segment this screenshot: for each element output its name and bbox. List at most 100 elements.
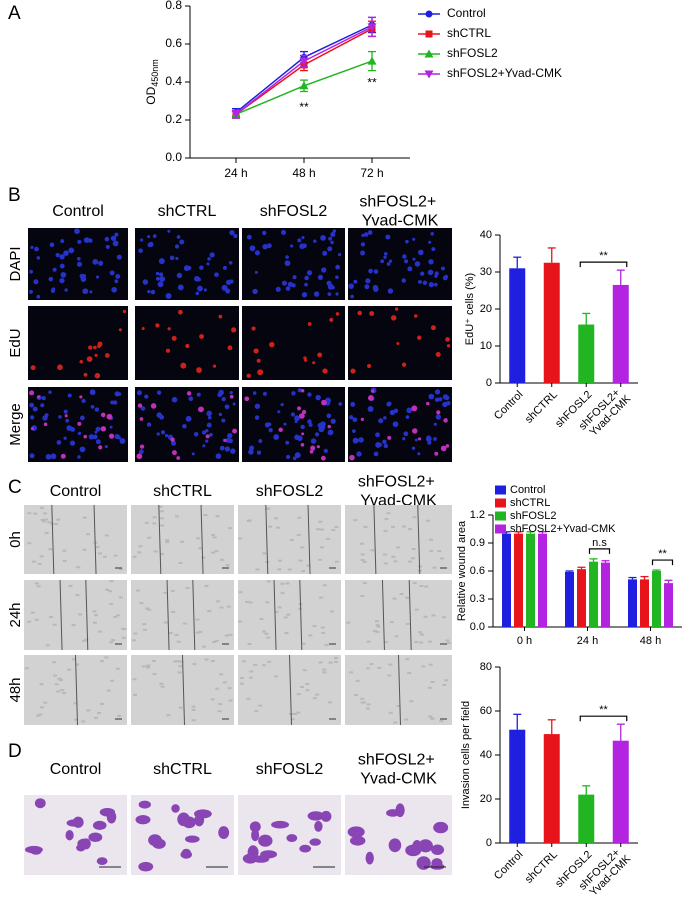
texture: [253, 663, 258, 666]
cell: [411, 405, 418, 412]
column-header: shCTRL: [153, 761, 212, 778]
cell: [206, 262, 210, 266]
cell: [224, 404, 230, 410]
texture: [133, 632, 138, 635]
cell: [185, 343, 190, 349]
legend-label: shCTRL: [447, 26, 491, 40]
texture: [86, 533, 91, 536]
legend-swatch: [495, 511, 506, 521]
cell: [74, 228, 80, 235]
cell: [335, 312, 340, 316]
cell: [147, 242, 153, 248]
cell: [29, 289, 33, 294]
texture: [27, 620, 32, 623]
texture: [106, 689, 111, 692]
panel-label: B: [8, 185, 21, 206]
y-tick-label: 0.0: [165, 150, 182, 164]
texture: [255, 568, 260, 571]
texture: [44, 518, 49, 521]
cell: [433, 821, 449, 834]
cell: [155, 271, 160, 276]
cell: [434, 397, 440, 402]
cell: [100, 426, 107, 432]
texture: [404, 718, 409, 721]
bar: [509, 268, 526, 383]
texture: [408, 528, 413, 531]
cell: [401, 278, 407, 283]
cell: [310, 445, 316, 451]
cell: [313, 239, 317, 243]
texture: [383, 641, 388, 644]
y-tick-label: 0.4: [165, 74, 182, 88]
cell: [43, 422, 48, 427]
texture: [280, 582, 285, 585]
texture: [82, 516, 87, 519]
x-tick-label: Control: [492, 849, 526, 883]
cell: [371, 389, 375, 393]
cell: [322, 368, 328, 374]
cell: [59, 254, 65, 260]
cell: [33, 279, 39, 285]
cell: [326, 280, 332, 286]
cell: [218, 826, 230, 840]
legend-label: shCTRL: [510, 497, 550, 509]
cell: [65, 418, 70, 423]
cell: [431, 844, 445, 856]
cell: [95, 275, 100, 279]
cell: [256, 358, 261, 363]
texture: [444, 679, 449, 682]
texture: [53, 523, 58, 526]
texture: [412, 582, 417, 585]
texture: [201, 556, 206, 559]
wound-edge: [75, 654, 78, 726]
cell: [60, 453, 66, 459]
texture: [414, 641, 419, 644]
bar: [565, 571, 574, 627]
texture: [376, 625, 381, 628]
cell: [365, 851, 374, 865]
texture: [152, 673, 157, 676]
cell: [138, 861, 154, 872]
cell: [443, 418, 448, 423]
texture: [419, 633, 424, 636]
texture: [373, 629, 378, 632]
texture: [113, 615, 118, 618]
bar: [543, 734, 560, 843]
significance-label: **: [599, 250, 608, 262]
texture: [273, 517, 278, 520]
texture: [137, 551, 142, 554]
texture: [160, 685, 165, 688]
cell: [116, 254, 122, 260]
texture: [152, 522, 157, 525]
cell: [349, 415, 354, 420]
texture: [147, 608, 152, 611]
cell: [106, 810, 117, 824]
texture: [238, 537, 243, 540]
cell: [254, 403, 261, 409]
texture: [320, 546, 325, 549]
texture: [360, 559, 365, 562]
texture: [121, 636, 126, 639]
cell: [63, 436, 67, 440]
cell: [191, 452, 195, 456]
wound-edge: [381, 579, 385, 651]
texture: [54, 683, 59, 686]
texture: [388, 711, 393, 714]
cell: [327, 246, 333, 252]
texture: [245, 600, 250, 603]
cell: [335, 292, 339, 296]
wound-edge: [166, 579, 170, 651]
cell: [350, 294, 354, 299]
texture: [82, 639, 87, 642]
cell: [402, 254, 407, 259]
texture: [359, 542, 364, 545]
cell: [203, 288, 207, 292]
texture: [346, 621, 351, 624]
cell: [77, 431, 82, 436]
cell: [178, 309, 183, 315]
cell: [59, 278, 65, 284]
cell: [98, 260, 104, 266]
wound-edge: [265, 504, 269, 575]
texture: [428, 538, 433, 541]
cell: [280, 229, 287, 235]
